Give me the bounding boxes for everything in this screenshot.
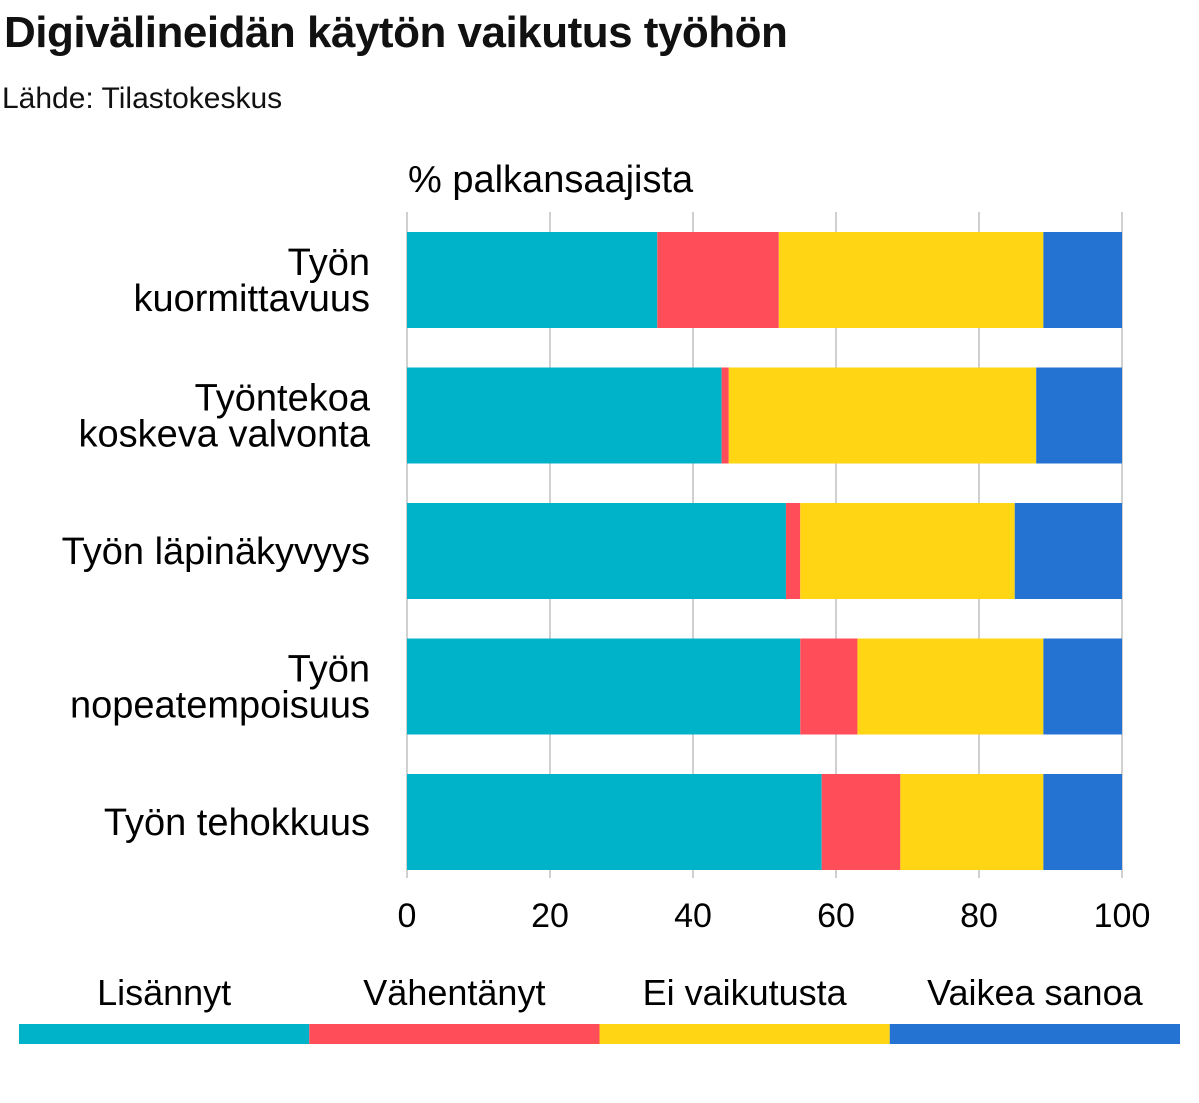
bar-segment [1043,232,1122,328]
category-label: Työn läpinäkyvyys [62,531,370,573]
bar-segment [407,503,786,599]
x-tick-label: 100 [1094,897,1151,935]
legend-label: Vaikea sanoa [927,972,1143,1013]
x-tick-label: 40 [674,897,712,935]
category-label: koskeva valvonta [79,414,371,456]
x-tick-label: 20 [531,897,569,935]
chart-source: Lähde: Tilastokeskus [2,82,283,115]
x-axis-ticks: 0 20 40 60 80 100 [398,897,1151,935]
bar-segment [728,367,1037,464]
bar-segment [821,774,901,870]
category-label: nopeatempoisuus [70,685,370,727]
category-label: kuormittavuus [133,278,370,320]
bar-segment [657,232,779,328]
category-label: Työntekoa [195,378,371,420]
x-tick-label: 80 [960,897,998,935]
bar-segment [407,638,801,735]
bar-segment [407,232,658,328]
category-label: Työn [288,242,370,284]
bar-segment [1043,774,1122,870]
category-label: Työn [288,649,370,691]
bar-segment [407,774,822,870]
legend-label: Ei vaikutusta [643,972,848,1013]
bar-segment [1043,638,1122,735]
bar-segment [721,367,729,464]
bar-segment [1014,503,1122,599]
legend-swatch [309,1024,600,1044]
chart-title: Digivälineidän käytön vaikutus työhön [4,8,788,57]
bar-segment [785,503,801,599]
legend-swatch [19,1024,310,1044]
bar-segment [800,503,1015,599]
bar-segment [778,232,1044,328]
category-label: Työn tehokkuus [104,802,370,844]
bar-segment [857,638,1044,735]
legend-swatch [889,1024,1180,1044]
legend-label: Lisännyt [97,972,231,1013]
legend-swatch [599,1024,890,1044]
x-tick-label: 60 [817,897,855,935]
bar-segment [800,638,858,735]
bar-segment [1036,367,1122,464]
legend-label: Vähentänyt [363,972,545,1013]
x-tick-label: 0 [398,897,417,935]
bar-segment [900,774,1044,870]
axis-unit-label: % palkansaajista [408,159,694,201]
bar-segment [407,367,722,464]
bars [407,232,1122,870]
legend: Lisännyt Vähentänyt Ei vaikutusta Vaikea sa… [19,972,1180,1044]
